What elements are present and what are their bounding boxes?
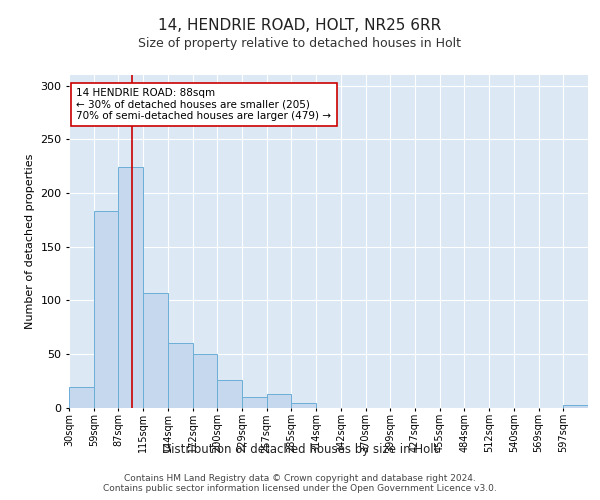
Bar [292,403,316,407]
Bar [94,211,118,408]
Bar [217,380,242,407]
Bar [563,406,588,407]
Text: 14, HENDRIE ROAD, HOLT, NR25 6RR: 14, HENDRIE ROAD, HOLT, NR25 6RR [158,18,442,32]
Text: Distribution of detached houses by size in Holt: Distribution of detached houses by size … [162,442,438,456]
Bar [143,292,168,408]
Bar [193,354,217,408]
Text: Size of property relative to detached houses in Holt: Size of property relative to detached ho… [139,38,461,51]
Y-axis label: Number of detached properties: Number of detached properties [25,154,35,329]
Bar [168,343,193,407]
Bar [242,397,267,407]
Text: Contains HM Land Registry data © Crown copyright and database right 2024.
Contai: Contains HM Land Registry data © Crown c… [103,474,497,494]
Bar [267,394,292,407]
Text: 14 HENDRIE ROAD: 88sqm
← 30% of detached houses are smaller (205)
70% of semi-de: 14 HENDRIE ROAD: 88sqm ← 30% of detached… [76,88,331,121]
Bar [118,167,143,408]
Bar [69,387,94,407]
